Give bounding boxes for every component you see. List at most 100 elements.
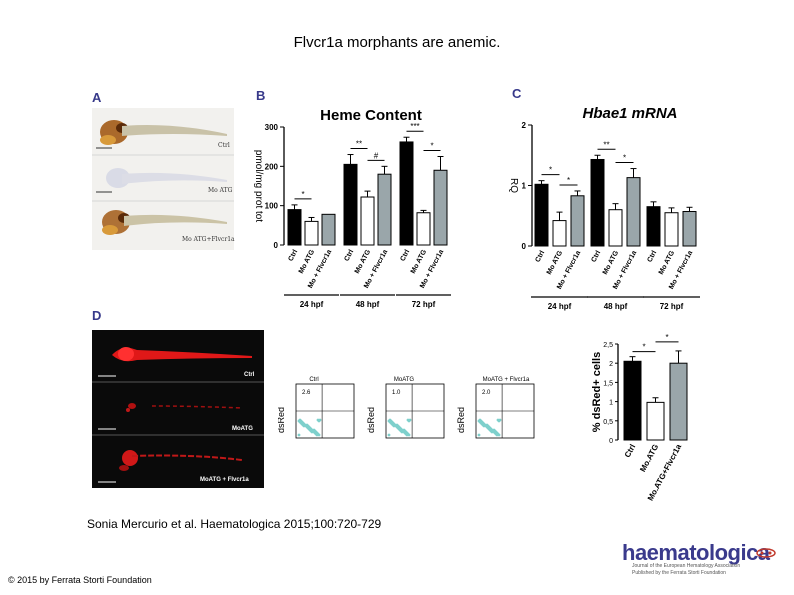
panel-a-label-moatg: Mo ATG: [208, 187, 233, 194]
panel-d-label-rescue: MoATG + Flvcr1a: [200, 477, 249, 483]
y-axis-label: % dsRed+ cells: [591, 352, 603, 432]
heme-content-chart: Heme Content pmol/mg prot tot 0 100 200 300 Ct…: [253, 107, 451, 309]
significance-label: *: [549, 166, 552, 175]
panel-letter-a: A: [92, 90, 102, 105]
category-label: Mo ATG: [298, 248, 317, 275]
group-label: 24 hpf: [300, 300, 324, 309]
panel-a-image: [92, 108, 234, 250]
panel-d-label-ctrl: Ctrl: [244, 372, 255, 378]
panel-letter-c: C: [512, 86, 522, 101]
chart-title: Hbae1 mRNA: [582, 105, 677, 122]
y-axis-label: RQ: [508, 178, 519, 193]
flow-event: [387, 433, 391, 437]
y-tick-label: 0: [274, 241, 279, 250]
category-label: Ctrl: [590, 250, 602, 264]
flow-event: [310, 430, 314, 434]
group-label: 48 hpf: [356, 300, 380, 309]
bar-24hpf-1: [552, 220, 567, 247]
y-tick-label: 1,5: [603, 380, 613, 387]
category-label: Mo ATG: [354, 248, 373, 275]
y-tick-label: 2: [609, 361, 613, 368]
fish-rescue-image: [102, 210, 227, 235]
bar-72hpf-2: [433, 169, 448, 246]
significance-label: **: [356, 140, 362, 149]
significance-label: *: [665, 333, 668, 342]
fish-ctrl-image: [100, 120, 227, 145]
flow-event: [400, 430, 404, 434]
group-label: 72 hpf: [412, 300, 436, 309]
bar-24hpf-2: [570, 195, 585, 247]
significance-label: *: [430, 142, 433, 151]
flow-event: [495, 433, 499, 437]
bar-dsred-2: [669, 362, 688, 441]
flow-plot-title: Ctrl: [309, 377, 318, 383]
bar-72hpf-0: [399, 141, 414, 246]
significance-label: *: [623, 154, 626, 163]
significance-label: *: [301, 190, 304, 199]
panel-d-image: [92, 330, 264, 488]
bar-dsred-0: [623, 360, 642, 441]
group-label: 48 hpf: [604, 302, 628, 311]
logo-tagline-1: Journal of the European Hematology Assoc…: [632, 563, 741, 569]
bar-dsred-1: [646, 401, 665, 441]
fish-moatg-image: [106, 168, 227, 188]
group-label: 72 hpf: [660, 302, 684, 311]
logo-tagline-2: Published by the Ferrata Storti Foundati…: [632, 570, 726, 576]
y-tick-label: 100: [265, 202, 279, 211]
panel-a-label-rescue: Mo ATG+Flvcr1a: [182, 236, 235, 243]
citation: Sonia Mercurio et al. Haematologica 2015…: [87, 517, 382, 531]
significance-label: *: [642, 343, 645, 352]
haematologica-logo: haematologica: [622, 540, 770, 565]
bar-48hpf-1: [360, 196, 375, 246]
category-label: Ctrl: [399, 249, 411, 263]
category-label: Ctrl: [287, 249, 299, 263]
y-tick-label: 200: [265, 162, 279, 171]
flow-event: [407, 419, 411, 423]
flow-event: [497, 419, 501, 423]
bar-24hpf-0: [287, 209, 302, 246]
y-tick-label: 300: [265, 123, 279, 132]
chart-title: Heme Content: [320, 107, 422, 124]
y-tick-label: 0: [522, 242, 527, 251]
panel-d-label-moatg: MoATG: [232, 426, 253, 432]
flow-plot-ylabel: dsRed: [278, 407, 286, 433]
bar-48hpf-1: [608, 209, 623, 247]
flow-event: [497, 433, 501, 437]
category-label: Mo.ATG: [638, 443, 660, 474]
significance-label: **: [603, 140, 609, 149]
category-label: Ctrl: [534, 250, 546, 264]
significance-label: *: [567, 176, 570, 185]
bar-24hpf-2: [321, 213, 336, 246]
flow-event: [392, 424, 396, 428]
logo-emblem-icon: [756, 548, 776, 558]
panel-letter-d: D: [92, 308, 102, 323]
bar-24hpf-1: [304, 220, 319, 246]
significance-label: ***: [410, 122, 419, 131]
category-label: Mo ATG: [602, 249, 621, 276]
flow-cytometry-plots: Ctrl dsRed 2.6 MoATG dsRed 1.0 MoATG + Flvcr1a…: [278, 377, 535, 439]
flow-event: [317, 433, 321, 437]
y-tick-label: 0: [609, 438, 613, 445]
flow-plot-value: 2.0: [482, 390, 491, 396]
flow-event: [315, 433, 319, 437]
bar-24hpf-0: [534, 183, 549, 247]
flow-event: [407, 433, 411, 437]
significance-label: #: [374, 151, 379, 160]
flow-plot-title: MoATG: [394, 377, 415, 383]
category-label: Ctrl: [623, 443, 637, 459]
flow-event: [477, 433, 481, 437]
y-tick-label: 2,5: [603, 342, 613, 349]
copyright: © 2015 by Ferrata Storti Foundation: [8, 575, 152, 585]
flow-plot-ylabel: dsRed: [456, 407, 466, 433]
fluor-fish-rescue: [119, 450, 243, 471]
fluor-fish-moatg: [126, 403, 243, 412]
bar-72hpf-2: [682, 211, 697, 247]
y-tick-label: 1: [522, 182, 527, 191]
y-tick-label: 0,5: [603, 419, 613, 426]
bar-72hpf-1: [664, 212, 679, 247]
y-tick-label: 2: [522, 121, 527, 130]
flow-plot-value: 1.0: [392, 390, 401, 396]
category-label: Mo ATG: [658, 249, 677, 276]
